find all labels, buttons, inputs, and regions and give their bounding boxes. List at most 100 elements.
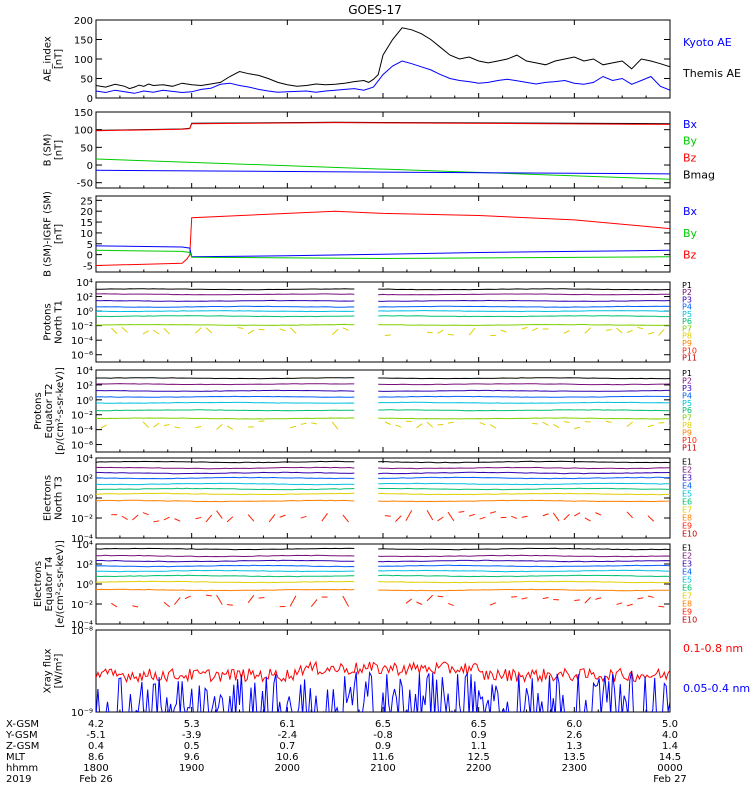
channel-label: P10	[682, 436, 697, 445]
channel-line-e8	[96, 499, 355, 503]
channel-line-e7	[96, 580, 355, 584]
y-tick-label: 10⁻²	[71, 322, 93, 333]
channel-label: P6	[682, 406, 692, 415]
plot-area	[96, 547, 670, 608]
ephemeris-value: -2.4	[278, 730, 298, 741]
channel-segment-p8	[563, 330, 570, 334]
ephemeris-value: 2300	[562, 763, 587, 774]
ephemeris-table: X-GSM 4.2 5.3 6.1 6.5 6.5 6.0 5.0 Y-GSM -5.1 -3.9 -…	[5, 719, 687, 785]
channel-segment-p8	[205, 327, 213, 334]
channel-segment-p8	[489, 424, 497, 429]
y-axis-label: Equator T2	[44, 384, 55, 439]
y-axis-label: [e/(cm²-s-sr-keV)]	[55, 540, 66, 628]
plot-area	[96, 660, 670, 712]
channel-segment-e9	[595, 512, 602, 516]
ephemeris-row-label: X-GSM	[6, 719, 39, 730]
y-tick-label: 10²	[76, 474, 93, 485]
ephemeris-value: 1800	[83, 763, 108, 774]
channel-segment-e9	[226, 604, 233, 606]
channel-segment-p8	[289, 327, 297, 334]
channel-segment-p8	[195, 426, 202, 429]
channel-label: P5	[682, 399, 692, 408]
channel-segment-e9	[205, 514, 213, 523]
ephemeris-value: 1900	[179, 763, 204, 774]
ephemeris-value: 0.5	[184, 741, 200, 752]
channel-segment-e9	[626, 511, 634, 519]
channel-segment-p8	[532, 422, 539, 425]
channel-segment-e9	[490, 511, 497, 514]
channel-line-p4	[96, 395, 355, 398]
channel-line-e5	[96, 482, 355, 486]
ephemeris-value: 0000	[657, 763, 682, 774]
channel-segment-p8	[258, 328, 265, 331]
channel-label: E4	[682, 481, 692, 490]
y-tick-label: 10⁴	[76, 454, 93, 465]
panel-4: 10⁻⁶ 10⁻⁴ 10⁻² 10⁰ 10² 10⁴ Protons North T1 P1P2…	[43, 278, 698, 363]
channel-segment-p8	[247, 329, 255, 335]
channel-segment-e9	[511, 596, 517, 598]
ephemeris-row-label: MLT	[6, 752, 26, 763]
channel-segment-p8	[626, 421, 634, 428]
channel-label: P4	[682, 303, 692, 312]
channel-line-p6	[378, 315, 670, 318]
series-line-bx	[96, 245, 670, 258]
channel-line-e2	[378, 554, 670, 558]
channel-line-e2	[96, 466, 355, 470]
y-axis-label: AE_index	[43, 36, 54, 82]
ephemeris-value: -0.8	[373, 730, 393, 741]
channel-label: E2	[682, 551, 692, 560]
channel-label: P9	[682, 429, 692, 438]
channel-segment-e9	[184, 595, 191, 600]
channel-label: E1	[682, 457, 692, 466]
channel-segment-e9	[658, 605, 665, 608]
ephemeris-value: 1.4	[662, 741, 678, 752]
y-axis-label: Electrons	[43, 475, 54, 521]
channel-segment-e9	[216, 510, 223, 519]
channel-segment-p8	[163, 327, 171, 335]
plot-area	[96, 210, 670, 266]
channel-label: P2	[682, 376, 692, 385]
channel-label: E5	[682, 489, 692, 498]
y-tick-label: 10⁻⁴	[71, 534, 93, 545]
panel-frame	[95, 19, 671, 99]
channel-line-e8	[378, 588, 670, 592]
y-tick-label: 10⁴	[76, 278, 93, 289]
channel-line-e4	[378, 564, 670, 568]
ephemeris-value: 6.1	[279, 719, 295, 730]
ephemeris-row-label: Y-GSM	[5, 730, 38, 741]
channel-segment-e9	[279, 514, 286, 518]
channel-segment-e9	[289, 595, 297, 607]
channel-segment-p8	[163, 424, 170, 426]
channel-line-e4	[96, 476, 355, 480]
channel-segment-p8	[300, 422, 307, 425]
channel-segment-e9	[511, 515, 518, 519]
channel-line-p7	[378, 417, 670, 420]
y-tick-label: 0	[87, 94, 93, 105]
channel-line-e7	[378, 492, 670, 496]
y-axis-label: [nT]	[54, 49, 65, 69]
channel-line-p3	[378, 389, 670, 392]
channel-segment-p8	[521, 326, 528, 330]
channel-label: E3	[682, 473, 692, 482]
channel-segment-e9	[489, 602, 497, 606]
channel-segment-e9	[132, 514, 139, 521]
channel-label: P4	[682, 391, 692, 400]
ephemeris-value: 5.0	[662, 719, 678, 730]
panel-5: 10⁻⁶ 10⁻⁴ 10⁻² 10⁰ 10² 10⁴ Protons Equator T2 [p…	[33, 366, 697, 455]
ephemeris-value: 13.5	[563, 752, 585, 763]
channel-segment-e9	[574, 512, 581, 517]
y-tick-label: 200	[74, 16, 93, 27]
ephemeris-value: 6.5	[471, 719, 487, 730]
y-tick-label: 10⁻⁴	[71, 336, 93, 347]
channel-line-e6	[378, 487, 670, 491]
channel-line-p7	[378, 323, 670, 326]
ephemeris-date-start: Feb 26	[79, 774, 113, 785]
channel-line-e1	[378, 547, 670, 551]
y-axis-label: [nT]	[54, 140, 65, 160]
channel-segment-p8	[384, 421, 391, 425]
channel-segment-e9	[342, 514, 349, 523]
channel-segment-e9	[447, 511, 455, 522]
